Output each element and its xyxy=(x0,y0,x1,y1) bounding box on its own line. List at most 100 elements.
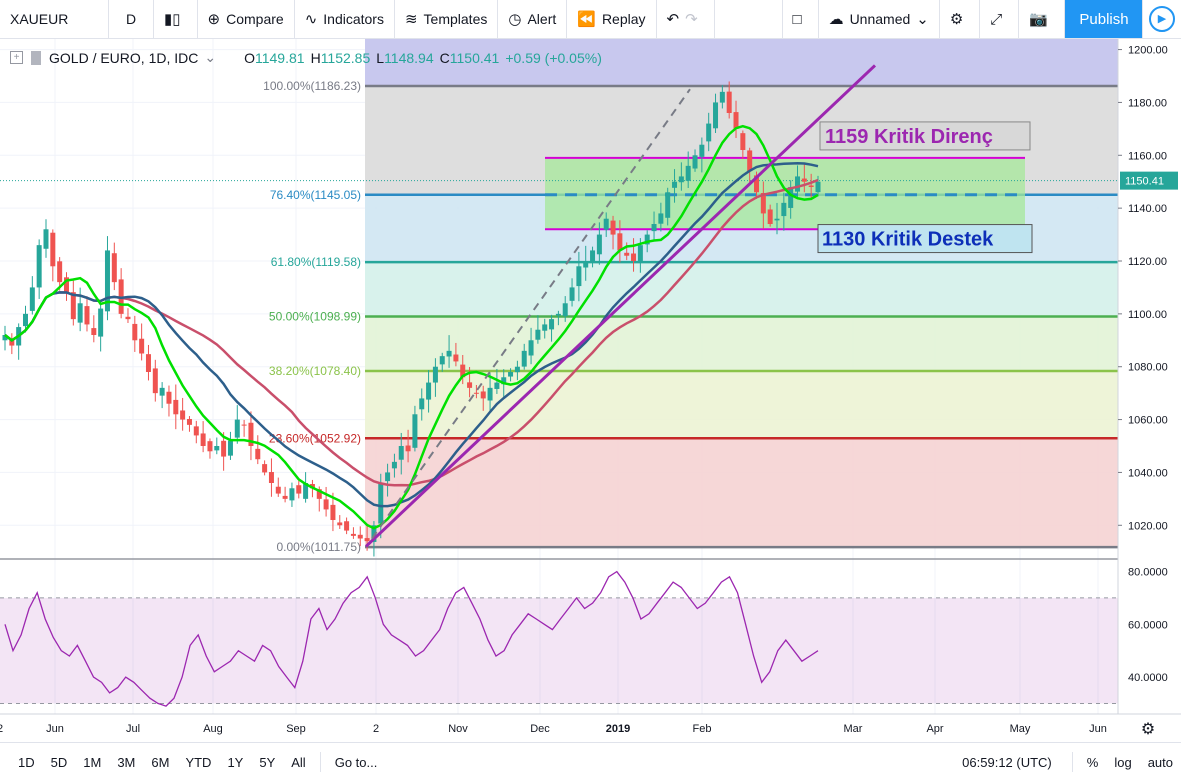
price-axis-background xyxy=(1118,39,1181,714)
range-button-3m[interactable]: 3M xyxy=(117,754,136,770)
candle-body xyxy=(508,372,514,377)
candle-body xyxy=(624,252,630,256)
snapshot-button[interactable]: 📷 xyxy=(1019,0,1065,38)
goto-button[interactable]: Go to... xyxy=(334,754,378,770)
axis-settings-gear-icon[interactable]: ⚙ xyxy=(1141,719,1155,738)
range-button-ytd[interactable]: YTD xyxy=(185,754,212,770)
legend-expand-icon[interactable]: + xyxy=(10,51,23,64)
candle-body xyxy=(57,261,63,283)
candle-body xyxy=(801,178,807,182)
candle-body xyxy=(405,445,411,452)
legend-color-swatch xyxy=(31,50,41,65)
candle-body xyxy=(733,112,739,129)
time-tick-label: Jun xyxy=(46,723,64,735)
price-pane[interactable]: 100.00%(1186.23) 76.40%(1145.05) 61.80%(11… xyxy=(0,39,1181,742)
range-button-5y[interactable]: 5Y xyxy=(259,754,276,770)
expand-button[interactable]: ⤢ xyxy=(980,0,1020,38)
candle-body xyxy=(180,410,186,420)
range-button-1y[interactable]: 1Y xyxy=(227,754,244,770)
range-buttons: 1D 5D 1M 3M 6M YTD 1Y 5Y All xyxy=(0,755,314,770)
candle-body xyxy=(385,472,391,482)
range-button-all[interactable]: All xyxy=(291,754,306,770)
layout-name: Unnamed xyxy=(849,11,911,27)
candle-body xyxy=(337,522,343,526)
alert-button[interactable]: ◷ Alert xyxy=(498,0,568,38)
candle-body xyxy=(125,316,131,320)
range-button-1d[interactable]: 1D xyxy=(18,754,35,770)
last-price-tag xyxy=(1120,171,1178,190)
time-tick-label: 2019 xyxy=(606,723,630,735)
bottom-right-controls: 06:59:12 (UTC) % log auto xyxy=(954,743,1181,781)
candle-body xyxy=(760,192,766,214)
trendline-purple xyxy=(364,64,877,548)
candle-body xyxy=(63,277,69,293)
fib-label: 38.20%(1078.40) xyxy=(269,364,361,378)
replay-label: Replay xyxy=(601,11,646,27)
candle-body xyxy=(487,387,493,401)
indicators-button[interactable]: ∿ Indicators xyxy=(295,0,395,38)
time-tick-label: Dec xyxy=(530,723,550,735)
candle-body xyxy=(350,533,356,536)
settings-button[interactable]: ⚙ xyxy=(940,0,981,38)
layout-menu-button[interactable]: ☁ Unnamed ⌄ xyxy=(819,0,940,38)
candle-body xyxy=(241,424,247,426)
price-tick-label: 1120.00 xyxy=(1128,256,1167,268)
candle-body xyxy=(501,377,507,385)
compare-label: Compare xyxy=(226,11,284,27)
play-button[interactable]: ▶ xyxy=(1142,0,1181,38)
candle-body xyxy=(473,392,479,394)
candle-body xyxy=(152,368,158,394)
price-tick-label: 1200.00 xyxy=(1128,45,1168,57)
camera-icon: 📷 xyxy=(1029,11,1048,28)
candle-body xyxy=(36,245,42,288)
rsi-line xyxy=(4,570,819,707)
compare-button[interactable]: ⊕ Compare xyxy=(198,0,295,38)
templates-button[interactable]: ≋ Templates xyxy=(395,0,499,38)
legend-menu-icon[interactable]: ⌄ xyxy=(204,49,217,65)
resistance-annotation: 1159 Kritik Direnç xyxy=(825,126,993,148)
range-button-6m[interactable]: 6M xyxy=(151,754,170,770)
support-annotation-box xyxy=(817,224,1033,254)
candle-body xyxy=(432,366,438,383)
log-toggle[interactable]: log xyxy=(1114,754,1132,770)
range-button-1m[interactable]: 1M xyxy=(83,754,102,770)
candle-body xyxy=(555,313,561,316)
candle-body xyxy=(651,224,657,232)
candle-body xyxy=(173,399,179,415)
chart-area[interactable]: 100.00%(1186.23) 76.40%(1145.05) 61.80%(11… xyxy=(0,39,1181,742)
symbol-search-button[interactable]: XAUEUR xyxy=(0,0,109,38)
legend-title: GOLD / EURO, 1D, IDC xyxy=(49,49,199,66)
rsi-pane[interactable] xyxy=(0,558,1181,707)
candle-body xyxy=(603,218,609,230)
candle-body xyxy=(412,414,418,448)
candle-body xyxy=(549,319,555,330)
candle-body xyxy=(576,266,582,287)
fib-band-top xyxy=(365,39,1118,86)
candle-body xyxy=(43,229,49,249)
candle-body xyxy=(2,335,8,341)
percent-toggle[interactable]: % xyxy=(1086,754,1099,770)
candle-body xyxy=(309,484,315,489)
replay-button[interactable]: ⏪ Replay xyxy=(567,0,657,38)
divider xyxy=(1071,752,1073,772)
redo-icon: ↷ xyxy=(685,11,698,28)
range-button-5d[interactable]: 5D xyxy=(50,754,68,770)
chart-type-button[interactable]: ▮▯ xyxy=(154,0,198,38)
chevron-down-icon: ⌄ xyxy=(916,11,929,28)
candle-body xyxy=(186,418,192,425)
candles-icon: ▮▯ xyxy=(164,11,181,28)
price-tick-label: 1020.00 xyxy=(1128,520,1168,532)
resolution-button[interactable]: D xyxy=(109,0,154,38)
candle-body xyxy=(104,250,110,312)
candle-body xyxy=(344,521,350,531)
clock-readout[interactable]: 06:59:12 (UTC) xyxy=(962,754,1052,770)
fullscreen-toggle-button[interactable]: □ xyxy=(781,0,819,38)
publish-button[interactable]: Publish xyxy=(1065,0,1143,38)
candle-body xyxy=(781,202,787,217)
time-tick-label: Apr xyxy=(926,723,943,735)
fib-label: 50.00%(1098.99) xyxy=(269,310,361,324)
undo-button[interactable]: ↶ ↷ xyxy=(657,0,715,38)
candle-body xyxy=(774,218,780,221)
auto-toggle[interactable]: auto xyxy=(1147,754,1173,770)
fib-label: 61.80%(1119.58) xyxy=(271,255,361,269)
